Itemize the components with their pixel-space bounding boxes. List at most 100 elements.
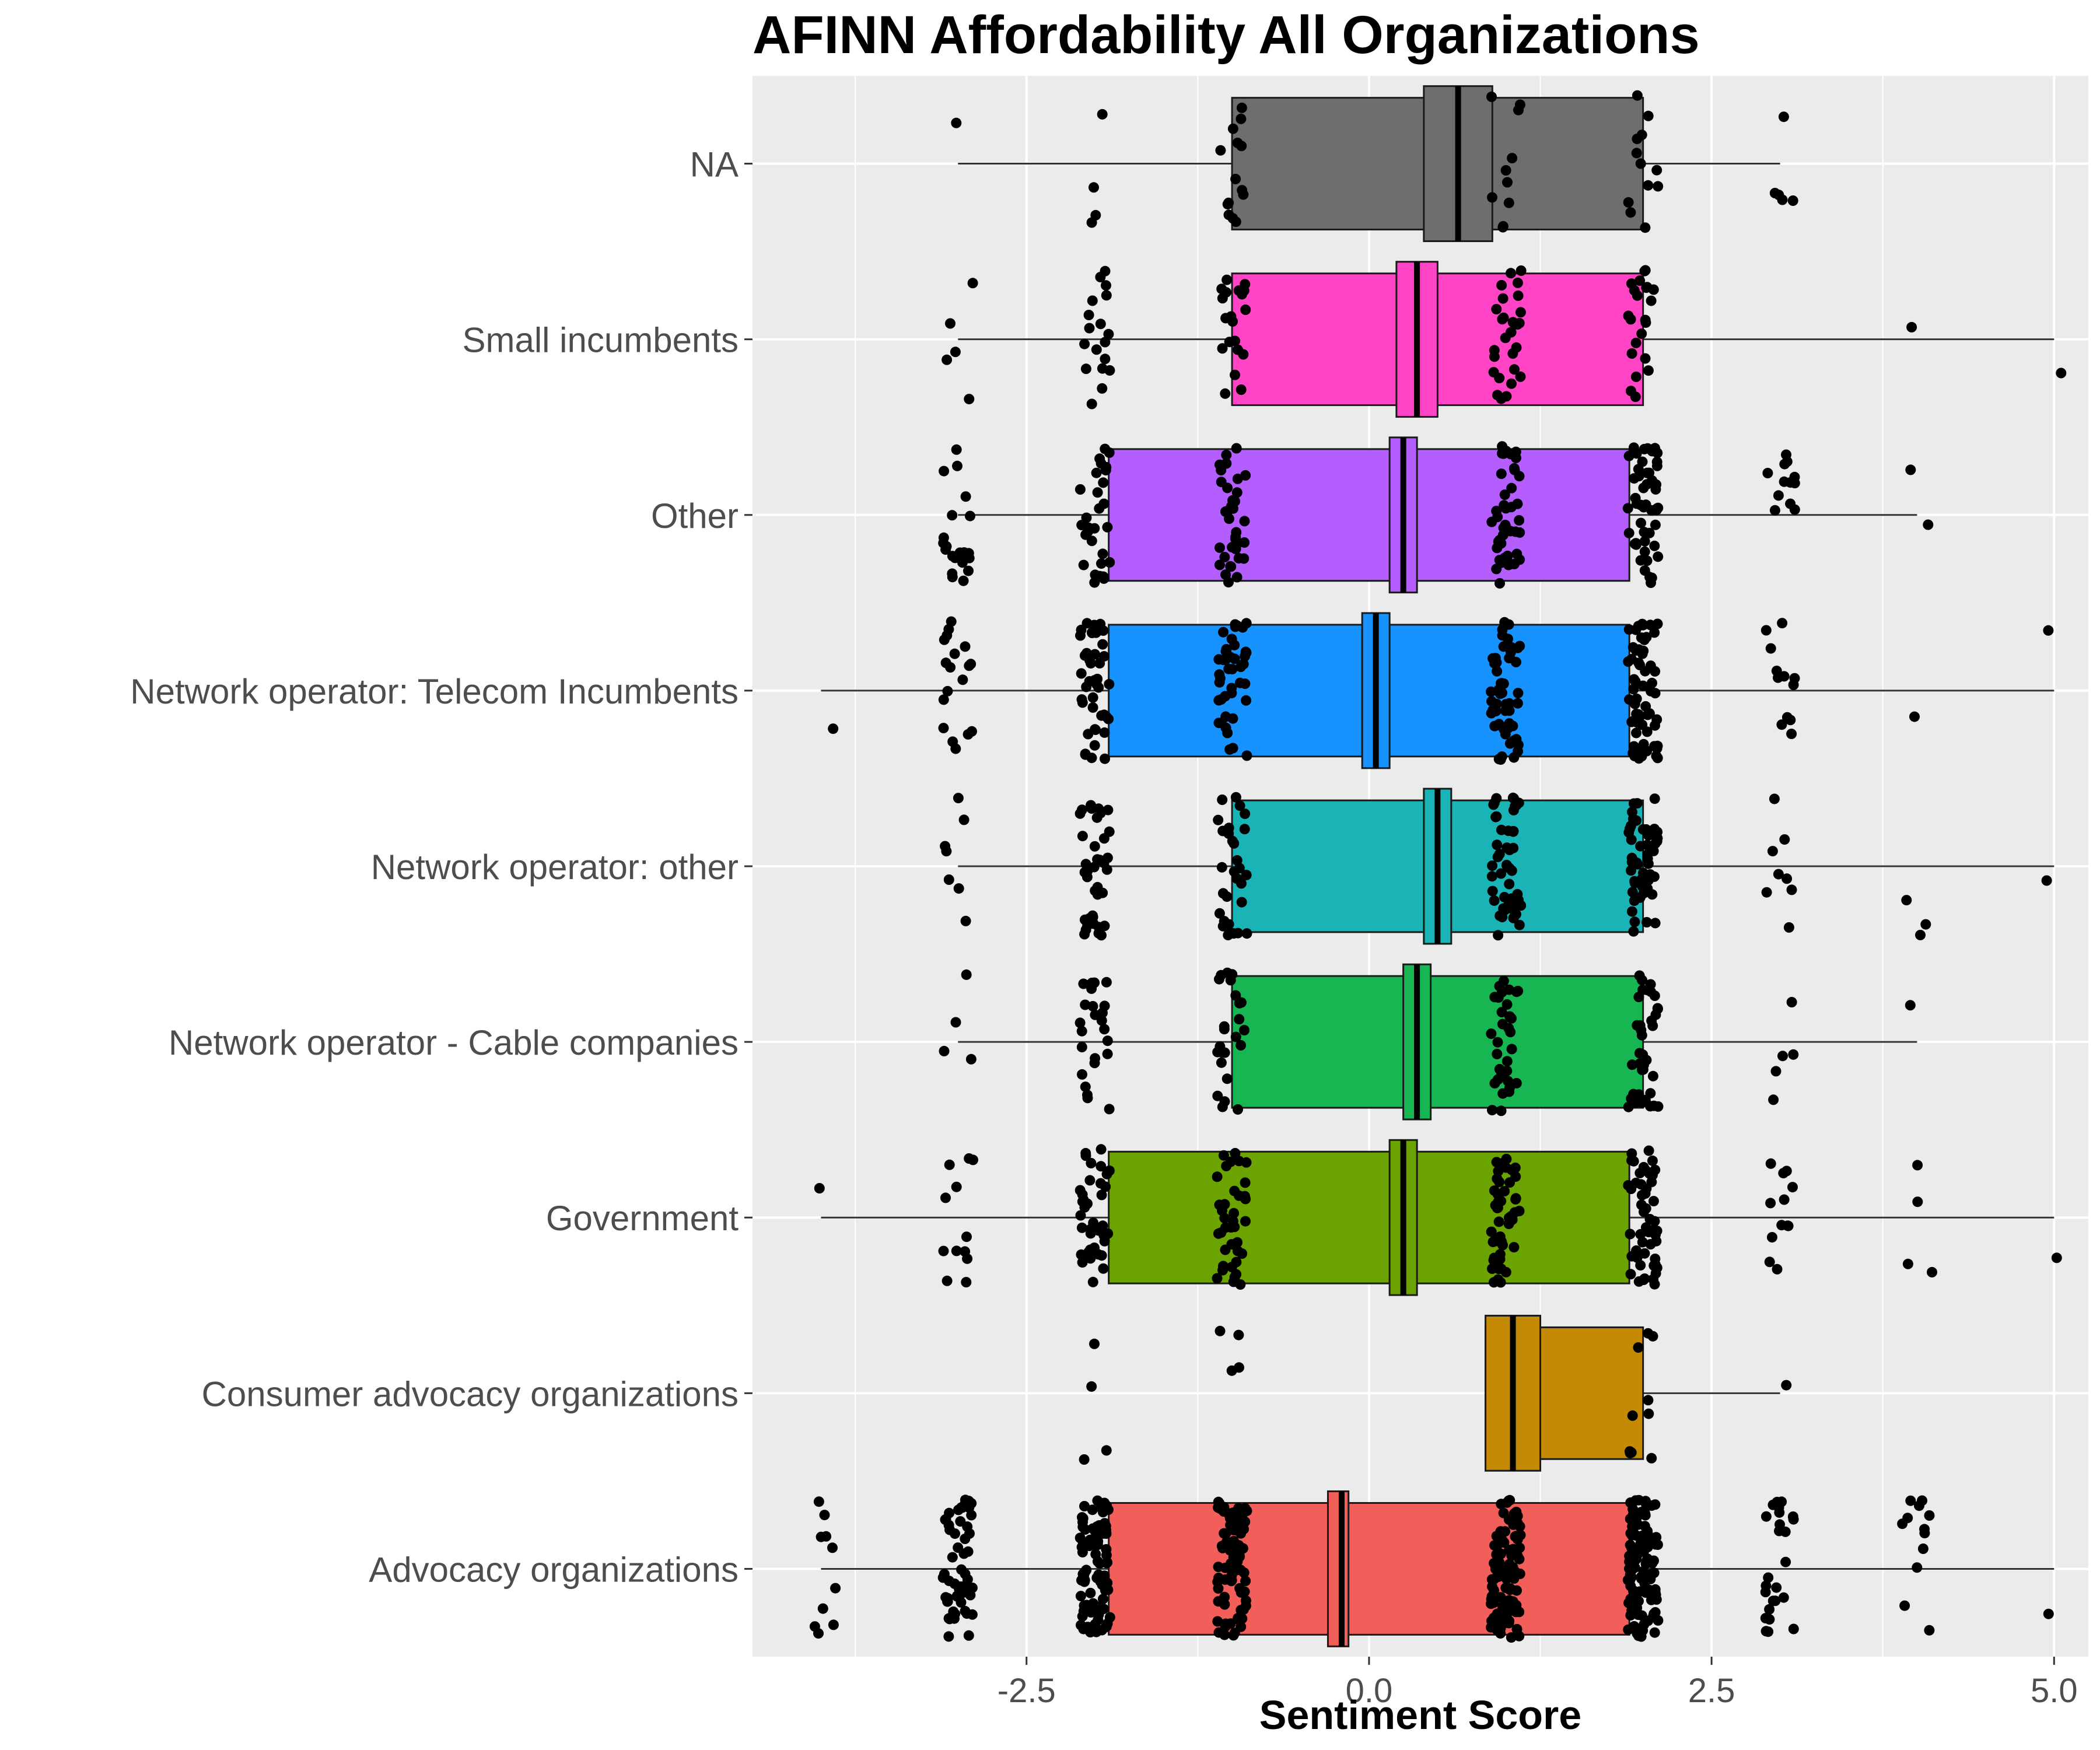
data-point xyxy=(950,1528,960,1539)
data-point xyxy=(1222,274,1233,285)
data-point xyxy=(1077,1257,1088,1268)
data-point xyxy=(1214,1503,1226,1514)
data-point xyxy=(1219,1591,1230,1602)
data-point xyxy=(1640,222,1651,233)
data-point xyxy=(1488,367,1499,378)
data-point xyxy=(1495,1607,1506,1618)
data-point xyxy=(1079,1454,1090,1465)
data-point xyxy=(1650,688,1661,699)
data-point xyxy=(1514,1553,1525,1564)
data-point xyxy=(1638,645,1649,656)
data-point xyxy=(1213,1562,1224,1573)
data-point xyxy=(1486,1028,1497,1040)
data-point xyxy=(1764,1604,1775,1615)
data-point xyxy=(1912,1160,1923,1171)
data-point xyxy=(1487,860,1498,872)
data-point xyxy=(966,1498,977,1509)
data-point xyxy=(1089,740,1100,751)
data-point xyxy=(1624,1446,1635,1457)
data-point xyxy=(964,1528,975,1539)
data-point xyxy=(1779,1194,1790,1205)
data-point xyxy=(1080,363,1091,374)
data-point xyxy=(1240,1191,1250,1202)
data-point xyxy=(1506,1164,1517,1175)
data-point xyxy=(1227,969,1238,980)
data-point xyxy=(1650,1539,1661,1550)
data-point xyxy=(1218,654,1229,666)
data-point xyxy=(1076,1222,1087,1233)
data-point xyxy=(1625,1269,1636,1280)
data-point xyxy=(1499,724,1510,735)
data-point xyxy=(1098,709,1110,720)
data-point xyxy=(1241,1157,1252,1168)
data-point xyxy=(1514,515,1525,526)
data-point xyxy=(1104,1104,1115,1115)
data-point xyxy=(1643,180,1654,191)
data-point xyxy=(1228,1208,1240,1219)
data-point xyxy=(1494,849,1505,860)
data-point xyxy=(960,1569,971,1580)
box-body xyxy=(1108,448,1630,582)
data-point xyxy=(1629,916,1640,928)
data-point xyxy=(1487,886,1498,897)
data-point xyxy=(1096,1144,1107,1155)
data-point xyxy=(950,1017,961,1028)
data-point xyxy=(1646,295,1657,306)
data-point xyxy=(1640,317,1651,328)
data-point xyxy=(1647,1331,1658,1342)
data-point xyxy=(1622,503,1633,514)
data-point xyxy=(1510,1193,1521,1204)
data-point xyxy=(967,726,977,737)
data-point xyxy=(1924,1625,1935,1636)
data-point xyxy=(1227,1514,1238,1525)
data-point xyxy=(1089,577,1100,588)
data-point xyxy=(1213,1583,1224,1594)
data-point xyxy=(1218,626,1229,638)
data-point xyxy=(1639,443,1650,454)
data-point xyxy=(1223,505,1234,516)
data-point xyxy=(1498,678,1509,689)
data-point xyxy=(1097,363,1108,374)
data-point xyxy=(1102,852,1113,863)
data-point xyxy=(1087,1504,1098,1516)
y-tick-label: NA xyxy=(690,145,738,184)
data-point xyxy=(1491,564,1502,575)
data-point xyxy=(1786,884,1797,895)
data-point xyxy=(1637,975,1647,986)
data-point xyxy=(1086,978,1097,988)
data-point xyxy=(1514,317,1525,328)
data-point xyxy=(1095,272,1106,282)
data-point xyxy=(1217,794,1228,805)
data-point xyxy=(1223,197,1234,208)
data-point xyxy=(947,1552,958,1563)
data-point xyxy=(1632,1628,1643,1639)
data-point xyxy=(1232,1542,1242,1553)
data-point xyxy=(1639,1619,1650,1630)
data-point xyxy=(1496,1105,1507,1116)
data-point xyxy=(1920,919,1931,930)
data-point xyxy=(1230,173,1241,184)
data-point xyxy=(1102,1048,1113,1059)
data-point xyxy=(1626,1572,1637,1583)
data-point xyxy=(1510,446,1521,457)
data-point xyxy=(1652,618,1663,629)
data-point xyxy=(1238,1604,1249,1615)
data-point xyxy=(1642,555,1653,566)
data-point xyxy=(1638,502,1649,513)
data-point xyxy=(1494,1249,1506,1260)
data-point xyxy=(1638,1161,1649,1172)
data-point xyxy=(1637,1237,1648,1248)
data-point xyxy=(1094,1558,1105,1569)
data-point xyxy=(1074,1017,1086,1028)
data-point xyxy=(1627,1557,1638,1568)
data-point xyxy=(1080,859,1091,870)
data-point xyxy=(1241,695,1252,706)
data-point xyxy=(1230,990,1241,1001)
data-point xyxy=(1087,910,1098,921)
data-point xyxy=(1085,1587,1096,1598)
data-point xyxy=(1080,999,1091,1010)
data-point xyxy=(1506,378,1517,389)
data-point xyxy=(1635,1260,1646,1271)
data-point xyxy=(958,814,970,825)
data-point xyxy=(1239,516,1250,527)
